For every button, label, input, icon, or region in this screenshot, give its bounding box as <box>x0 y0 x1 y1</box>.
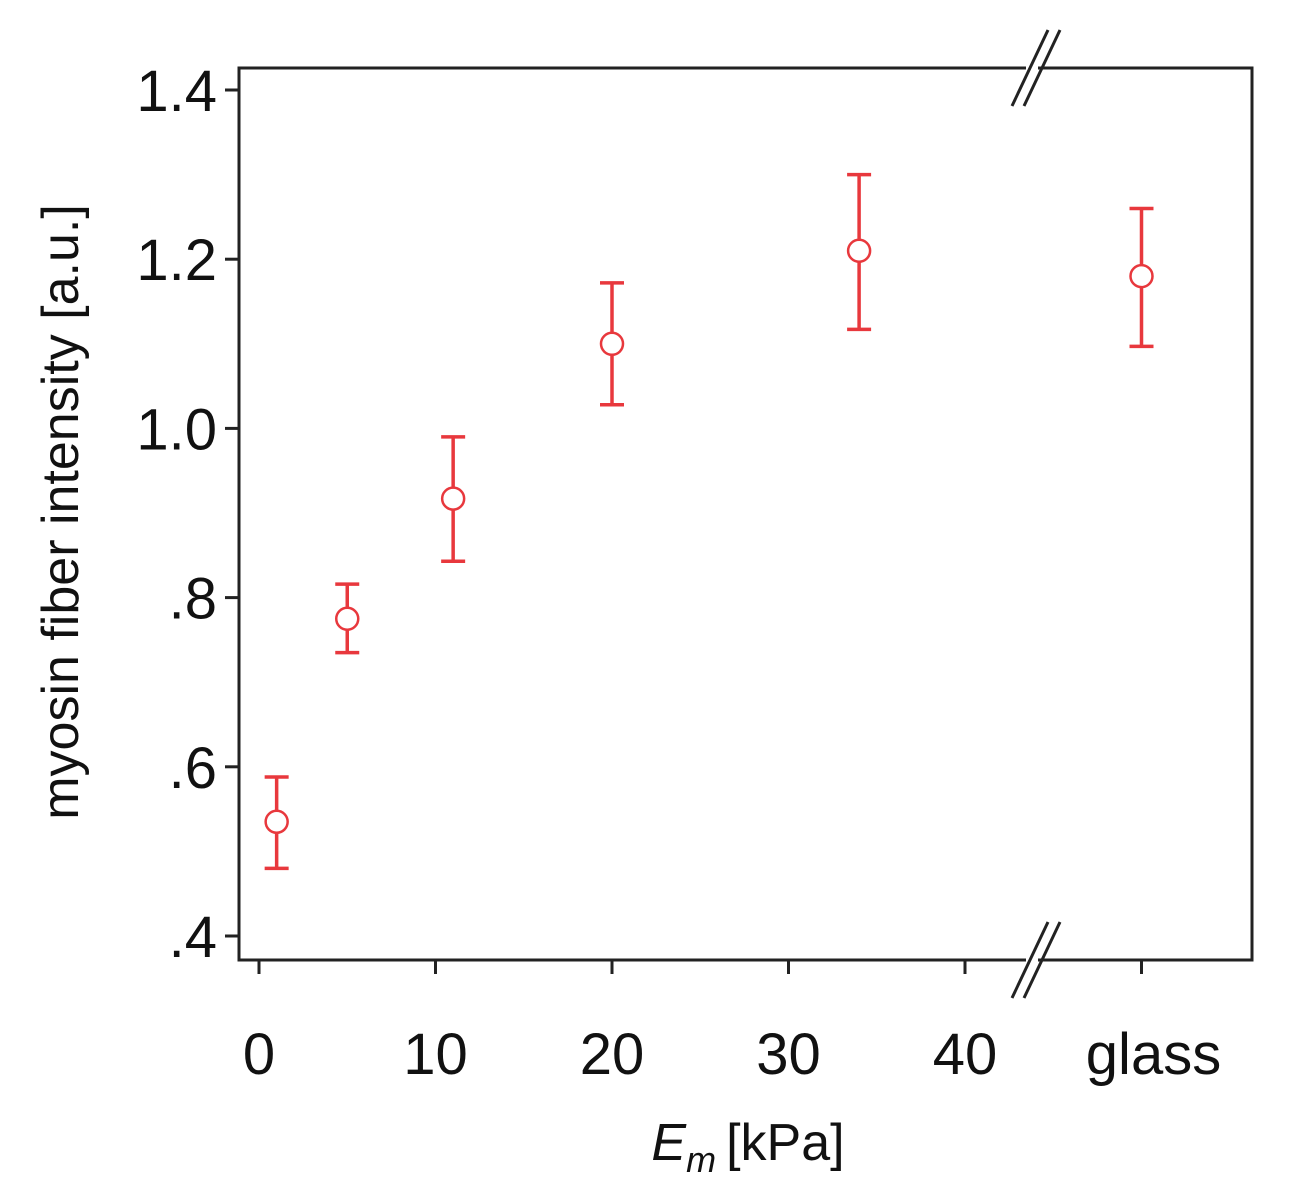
y-tick-label: 1.0 <box>136 397 217 462</box>
data-point <box>440 435 466 563</box>
plot-frame <box>237 66 1254 962</box>
data-point <box>335 582 360 655</box>
point-marker <box>335 606 360 631</box>
data-point <box>846 172 872 332</box>
y-tick-label: 1.2 <box>136 228 217 293</box>
x-tick-label: 20 <box>580 1022 645 1087</box>
point-marker <box>440 486 466 511</box>
x-axis-title: Em [kPa] <box>651 1114 844 1180</box>
axis-break-slash <box>1010 29 1050 107</box>
y-tick-label: .4 <box>169 905 217 970</box>
axis-break-marks <box>1010 29 1062 999</box>
data-point <box>264 775 289 871</box>
x-axis-subscript: m <box>686 1139 716 1180</box>
point-marker <box>846 238 872 263</box>
axis-break-slash <box>1022 29 1062 107</box>
y-tick-label: .6 <box>169 736 217 801</box>
data-point <box>1129 206 1154 349</box>
x-axis-symbol: E <box>651 1114 687 1172</box>
x-tick-label-glass: glass <box>1086 1022 1221 1087</box>
axis-break-bottom <box>1010 921 1062 999</box>
x-tick-label: 40 <box>933 1022 998 1087</box>
axis-break-slash <box>1022 921 1062 999</box>
x-tick-label: 30 <box>756 1022 821 1087</box>
data-series <box>264 172 1154 871</box>
y-tick-label: .8 <box>169 567 217 632</box>
axis-break-top <box>1010 29 1062 107</box>
data-point <box>599 281 625 407</box>
point-marker <box>264 809 289 835</box>
axis-break-slash <box>1010 921 1050 999</box>
y-tick-label: 1.4 <box>136 59 217 124</box>
x-axis: 0 10 20 30 40 glass <box>243 960 1221 1087</box>
x-axis-unit: [kPa] <box>726 1114 845 1172</box>
x-tick-label: 10 <box>403 1022 468 1087</box>
point-marker <box>599 331 625 357</box>
x-tick-label: 0 <box>243 1022 275 1087</box>
y-axis-title: myosin fiber intensity [a.u.] <box>32 204 90 820</box>
point-marker <box>1129 263 1154 289</box>
y-axis: .4 .6 .8 1.0 1.2 1.4 <box>136 59 239 970</box>
